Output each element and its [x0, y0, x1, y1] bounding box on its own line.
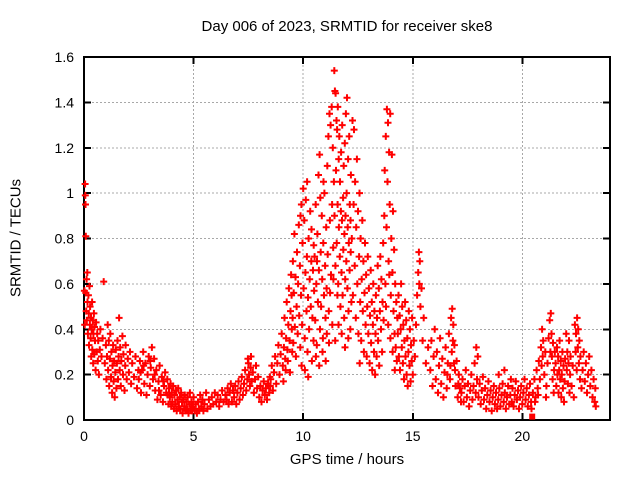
y-tick-label: 1 — [66, 185, 74, 201]
chart-title: Day 006 of 2023, SRMTID for receiver ske… — [201, 18, 493, 35]
y-tick-label: 0.8 — [55, 231, 75, 247]
x-tick-label: 10 — [295, 428, 311, 444]
scatter-points-srmtid — [80, 67, 600, 417]
y-tick-label: 1.6 — [55, 49, 75, 65]
x-tick-label: 15 — [405, 428, 421, 444]
y-tick-label: 1.2 — [55, 140, 75, 156]
y-tick-label: 0.4 — [55, 321, 75, 337]
x-tick-label: 5 — [190, 428, 198, 444]
y-tick-label: 0 — [66, 412, 74, 428]
y-tick-label: 0.2 — [55, 367, 75, 383]
y-tick-label: 0.6 — [55, 276, 75, 292]
x-tick-label: 20 — [515, 428, 531, 444]
x-tick-label: 0 — [80, 428, 88, 444]
y-tick-label: 1.4 — [55, 94, 75, 110]
x-axis-title: GPS time / hours — [289, 451, 405, 468]
square-point-srmtid-flagged — [529, 413, 536, 420]
